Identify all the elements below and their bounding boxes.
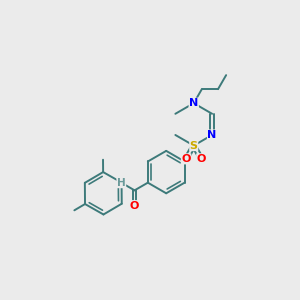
Text: N: N <box>189 98 198 108</box>
Text: N: N <box>208 130 217 140</box>
Text: H: H <box>117 178 126 188</box>
Text: O: O <box>130 201 139 211</box>
Text: S: S <box>190 141 198 151</box>
Text: O: O <box>197 154 206 164</box>
Text: O: O <box>182 154 191 164</box>
